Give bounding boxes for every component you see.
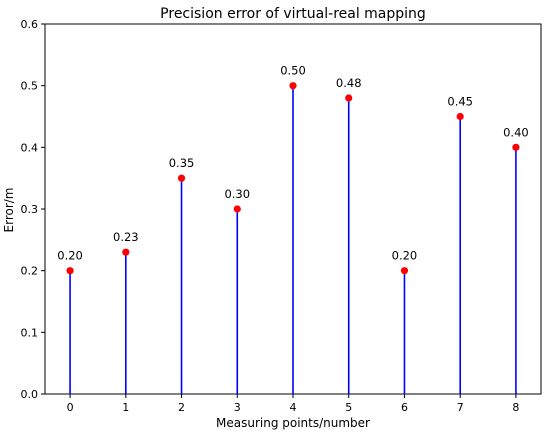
- chart-title: Precision error of virtual-real mapping: [160, 6, 426, 22]
- data-label: 0.20: [57, 249, 83, 263]
- y-tick-label: 0.3: [21, 203, 39, 216]
- data-point: [122, 248, 130, 256]
- y-axis-title: Error/m: [2, 188, 16, 233]
- data-point: [66, 267, 74, 275]
- data-label: 0.23: [113, 230, 139, 244]
- y-tick-label: 0.5: [21, 80, 39, 93]
- y-tick-label: 0.1: [21, 326, 39, 339]
- data-point: [400, 267, 409, 275]
- data-label: 0.30: [224, 187, 250, 201]
- x-tick-label: 8: [512, 401, 519, 414]
- x-tick-label: 4: [290, 401, 297, 414]
- plot-area: 0.0 0.1 0.2 0.3 0.4 0.5 0.6 0 1 2 3 4 5 6 7 8 0.20 0.23 0.…: [21, 18, 542, 414]
- x-tick-label: 7: [457, 401, 464, 414]
- data-point: [512, 143, 520, 151]
- y-tick-label: 0.4: [21, 141, 39, 154]
- x-tick-label: 5: [345, 401, 352, 414]
- data-label: 0.45: [447, 95, 473, 109]
- data-point: [233, 205, 241, 213]
- data-point: [177, 174, 186, 182]
- y-tick-label: 0.2: [21, 265, 39, 278]
- x-tick-label: 0: [67, 401, 74, 414]
- data-label: 0.48: [336, 76, 362, 90]
- x-tick-label: 3: [234, 401, 241, 414]
- data-label: 0.20: [392, 249, 418, 263]
- x-axis-title: Measuring points/number: [216, 416, 370, 430]
- data-point: [289, 82, 297, 90]
- data-label: 0.50: [280, 64, 306, 78]
- x-tick-label: 1: [122, 401, 129, 414]
- y-tick-label: 0.0: [21, 388, 39, 401]
- x-tick-label: 2: [178, 401, 185, 414]
- data-point: [345, 94, 353, 102]
- y-tick-label: 0.6: [21, 18, 39, 31]
- x-tick-label: 6: [401, 401, 408, 414]
- data-point: [456, 112, 464, 121]
- data-label: 0.35: [169, 156, 195, 170]
- data-label: 0.40: [503, 125, 529, 139]
